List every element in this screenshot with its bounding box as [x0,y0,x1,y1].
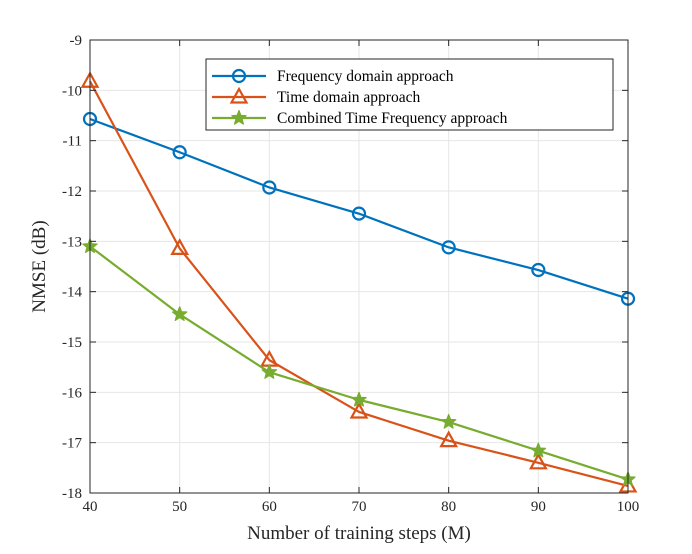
ticks [89,39,629,494]
data-point-star [261,364,278,379]
y-tick-label: -18 [62,486,82,502]
y-tick-label: -15 [62,335,82,351]
series-line [89,80,629,488]
y-tick-label: -13 [62,234,82,250]
y-tick-label: -16 [62,385,82,401]
y-tick-label: -12 [62,184,82,200]
x-tick-label: 50 [172,499,187,515]
y-tick-label: -14 [62,285,82,301]
x-tick-label: 60 [262,499,277,515]
x-tick-label: 70 [352,499,367,515]
data-point-star [530,442,547,458]
legend-box [205,58,614,131]
data-point-triangle [528,452,548,470]
data-point-circle [531,262,546,278]
x-tick-label: 90 [531,499,546,515]
data-point-triangle [349,401,369,419]
y-tick-label: -9 [70,33,83,49]
x-tick-label: 100 [617,499,640,515]
data-point-star [351,391,367,407]
y-tick-label: -17 [62,436,82,452]
legend-marker-circle [231,68,247,84]
series-line [89,117,629,300]
y-tick-label: -11 [63,134,82,150]
data-point-circle [351,206,367,221]
y-tick-label: -10 [62,83,82,99]
legend-entry: Combined Time Frequency approach [212,109,508,127]
data-point-triangle [439,430,459,448]
legend-label: Combined Time Frequency approach [277,110,508,127]
series-circle [82,111,636,306]
data-point-star [440,413,457,429]
legend-marker-triangle [229,86,249,104]
legend-marker-star [231,109,247,125]
data-point-circle [441,240,456,255]
x-tick-labels: 40 50 60 70 80 90 100 [83,499,640,515]
legend-label: Frequency domain approach [277,68,454,85]
y-tick-labels: -9 -10 -11 -12 -13 -14 -15 -16 -17 -18 [62,33,82,502]
x-axis-title: Number of training steps (M) [247,523,471,544]
legend-label: Time domain approach [277,89,420,106]
data-point-triangle [170,238,190,255]
legend-entry: Time domain approach [212,86,420,106]
legend-entry: Frequency domain approach [212,68,454,85]
x-tick-label: 80 [441,499,456,515]
data-point-star [171,306,188,321]
legend: Frequency domain approach Time domain app… [205,58,614,131]
y-axis-title: NMSE (dB) [29,220,50,312]
data-point-circle [262,180,277,195]
x-tick-label: 40 [83,499,98,515]
data-point-circle [172,145,187,160]
